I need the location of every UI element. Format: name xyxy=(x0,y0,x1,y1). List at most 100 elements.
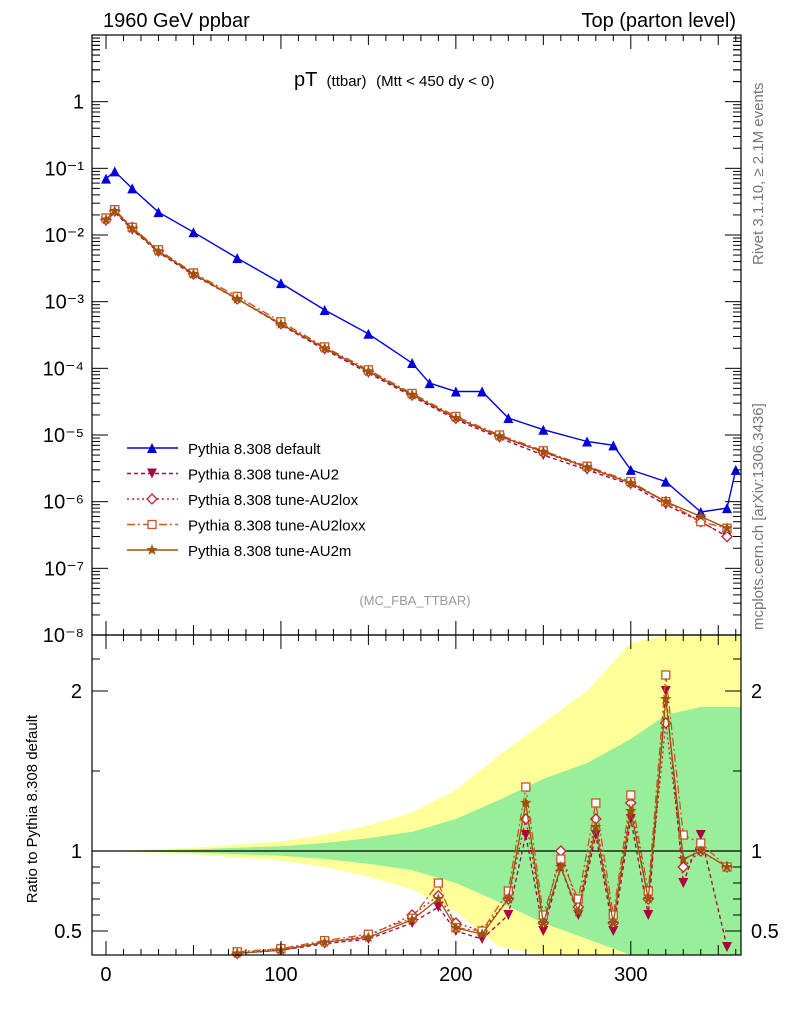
series-4-point xyxy=(450,412,462,423)
ratio-2-point xyxy=(521,782,531,792)
series-4-point xyxy=(581,461,593,472)
ratio-xtick-label: 100 xyxy=(264,964,297,986)
main-ytick-label: 10⁻⁵ xyxy=(43,425,84,447)
ratio-0-point xyxy=(608,926,619,936)
series-4-point xyxy=(275,318,287,329)
legend-label-1: Pythia 8.308 tune-AU2 xyxy=(188,467,339,484)
ratio-0-point xyxy=(538,926,549,936)
ratio-2-point xyxy=(678,830,688,840)
mcplots-label: mcplots.cern.ch [arXiv:1306.3436] xyxy=(750,403,767,630)
series-4-point xyxy=(660,495,672,507)
header-right: Top (parton level) xyxy=(581,10,736,32)
ratio-frame xyxy=(91,634,742,956)
series-0-point xyxy=(232,253,243,264)
main-ytick-label: 10⁻⁴ xyxy=(43,358,84,380)
ratio-3-point xyxy=(677,853,689,864)
legend-marker-2 xyxy=(146,493,158,505)
ratio-xtick-label: 200 xyxy=(439,964,472,986)
series-0-point xyxy=(450,386,461,397)
series-0-point xyxy=(153,207,164,218)
main-ytick-label: 10⁻¹ xyxy=(45,158,85,180)
ratio-ytick-label-right: 2 xyxy=(751,681,762,703)
series-4-point xyxy=(362,365,375,377)
ratio-3-point xyxy=(231,947,243,959)
ratio-ytick-label-right: 0.5 xyxy=(751,921,779,943)
legend-label-3: Pythia 8.308 tune-AU2loxx xyxy=(188,518,366,535)
series-line-0 xyxy=(105,170,737,513)
axes: 10⁻⁸ 10⁻⁷ 10⁻⁶ 10⁻⁵ 10⁻⁴ 10⁻³ 10⁻² 10⁻¹ 1 0 100 200… xyxy=(43,34,779,986)
series-4-point xyxy=(152,245,165,257)
ratio-3-point xyxy=(319,936,331,948)
ratio-xtick-label: 300 xyxy=(614,964,647,986)
ratio-line-0 xyxy=(237,690,728,955)
series-0-point xyxy=(722,503,733,514)
ratio-2-point xyxy=(626,790,636,800)
ratio-ylabel: Ratio to Pythia 8.308 default xyxy=(24,714,41,903)
series-4-point xyxy=(319,342,331,354)
rivet-label: Rivet 3.1.10, ≥ 2.1M events xyxy=(750,83,767,266)
series-line-2 xyxy=(105,209,728,538)
ratio-3-point xyxy=(721,861,733,872)
ratio-0-point xyxy=(722,942,733,952)
ratio-3-point xyxy=(362,931,375,943)
ratio-2-point xyxy=(661,670,671,680)
main-title-rest: (Mtt < 450 dy < 0) xyxy=(376,73,494,90)
series-0-point xyxy=(424,378,435,389)
series-4-point xyxy=(126,222,138,234)
series-0-point xyxy=(363,328,374,339)
series-0-point xyxy=(319,304,330,315)
ratio-3-point xyxy=(502,893,514,904)
ratio-3-point xyxy=(642,893,654,904)
main-ytick-label: 10⁻³ xyxy=(45,292,85,314)
ratio-0-point xyxy=(503,910,514,920)
ratio-2-point xyxy=(433,878,444,888)
ratio-3-point xyxy=(590,821,602,832)
legend-label-2: Pythia 8.308 tune-AU2lox xyxy=(188,492,359,509)
ratio-0-point xyxy=(660,686,671,696)
series-4-point xyxy=(100,213,112,225)
main-ytick-label: 10⁻⁶ xyxy=(43,492,84,514)
series-4-point xyxy=(187,268,200,279)
ratio-1-point xyxy=(677,861,690,873)
header-left: 1960 GeV ppbar xyxy=(103,10,250,32)
ratio-ytick-label: 2 xyxy=(71,681,82,703)
legend-marker-0 xyxy=(147,443,157,453)
ratio-ytick-label: 0.5 xyxy=(54,921,82,943)
legend: Pythia 8.308 default Pythia 8.308 tune-AU… xyxy=(127,441,366,560)
ratio-ytick-label: 1 xyxy=(71,841,82,863)
ratio-2-point xyxy=(573,894,583,904)
ratio-3-point xyxy=(520,797,532,808)
ratio-0-point xyxy=(678,878,689,888)
series-4-point xyxy=(625,477,637,488)
main-ytick-label: 10⁻⁸ xyxy=(43,625,84,647)
legend-label-0: Pythia 8.308 default xyxy=(188,441,321,458)
series-0-point xyxy=(188,227,199,238)
ratio-series-lines xyxy=(231,670,733,960)
main-title-sub: (ttbar) xyxy=(327,73,367,90)
series-0-point xyxy=(503,412,514,423)
ratio-3-point xyxy=(537,917,549,928)
series-4-point xyxy=(406,388,418,400)
series-line-4 xyxy=(105,209,728,529)
ratio-0-point xyxy=(695,830,706,840)
series-0-point xyxy=(100,173,111,184)
series-0-point xyxy=(109,166,120,177)
ratio-0-point xyxy=(433,902,444,912)
series-0-point xyxy=(660,476,671,487)
ratio-xtick-label: 0 xyxy=(100,964,111,986)
series-4-point xyxy=(109,204,121,216)
series-line-1 xyxy=(105,211,728,538)
ratio-3-point xyxy=(406,913,418,925)
series-4-point xyxy=(537,445,549,457)
ratio-uncertainty-bands xyxy=(92,635,741,955)
ratio-3-point xyxy=(607,917,619,928)
ratio-0-point xyxy=(643,910,654,920)
legend-label-4: Pythia 8.308 tune-AU2m xyxy=(188,543,351,560)
legend-marker-1 xyxy=(147,468,157,479)
main-series-lines xyxy=(100,166,741,543)
main-ytick-label: 10⁻⁷ xyxy=(44,558,84,580)
series-0-point xyxy=(538,424,549,435)
series-0-point xyxy=(582,436,593,447)
series-4-point xyxy=(231,292,243,304)
analysis-label: (MC_FBA_TTBAR) xyxy=(359,593,470,608)
